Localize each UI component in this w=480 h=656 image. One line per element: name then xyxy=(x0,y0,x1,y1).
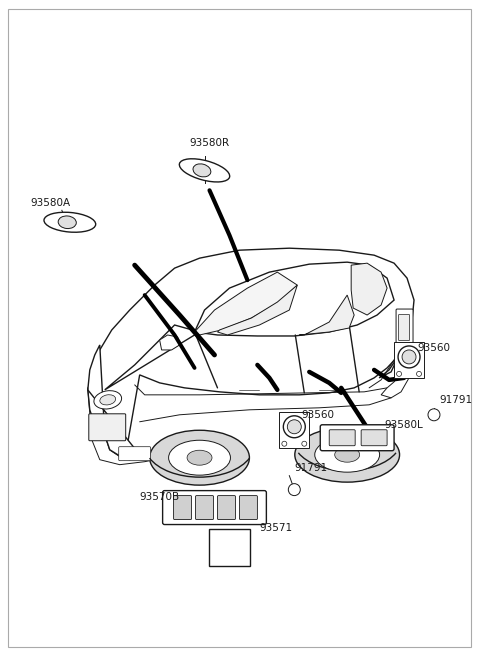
Ellipse shape xyxy=(283,416,305,438)
Ellipse shape xyxy=(193,164,211,177)
Polygon shape xyxy=(194,262,394,336)
FancyBboxPatch shape xyxy=(320,425,394,451)
Ellipse shape xyxy=(94,391,121,409)
Polygon shape xyxy=(217,285,297,335)
Ellipse shape xyxy=(44,213,96,232)
Polygon shape xyxy=(105,325,200,390)
FancyBboxPatch shape xyxy=(119,447,151,461)
Ellipse shape xyxy=(288,483,300,495)
FancyBboxPatch shape xyxy=(398,314,409,340)
Ellipse shape xyxy=(180,159,230,182)
Ellipse shape xyxy=(396,371,402,377)
Polygon shape xyxy=(381,345,414,398)
Ellipse shape xyxy=(402,350,416,364)
Polygon shape xyxy=(160,335,180,350)
FancyBboxPatch shape xyxy=(361,430,387,445)
Text: 93560: 93560 xyxy=(417,343,450,353)
Text: 93560: 93560 xyxy=(301,410,334,420)
Polygon shape xyxy=(88,248,414,460)
FancyBboxPatch shape xyxy=(174,495,192,520)
FancyBboxPatch shape xyxy=(240,495,257,520)
Bar xyxy=(394,342,424,378)
Ellipse shape xyxy=(398,346,420,368)
Text: 93571: 93571 xyxy=(259,523,292,533)
FancyBboxPatch shape xyxy=(396,309,413,346)
Polygon shape xyxy=(300,295,354,335)
Text: 93580R: 93580R xyxy=(190,138,229,148)
Ellipse shape xyxy=(288,420,301,434)
Bar xyxy=(279,412,309,447)
Text: 93570B: 93570B xyxy=(140,491,180,502)
Polygon shape xyxy=(379,320,412,378)
FancyBboxPatch shape xyxy=(217,495,236,520)
Ellipse shape xyxy=(428,409,440,420)
Ellipse shape xyxy=(315,438,380,472)
Text: 91791: 91791 xyxy=(294,462,327,473)
Ellipse shape xyxy=(100,395,116,405)
FancyBboxPatch shape xyxy=(195,495,214,520)
FancyBboxPatch shape xyxy=(89,414,126,441)
Text: 91791: 91791 xyxy=(439,395,472,405)
Polygon shape xyxy=(88,345,140,460)
Bar xyxy=(208,529,251,566)
Ellipse shape xyxy=(168,440,230,475)
Text: 93580A: 93580A xyxy=(30,198,70,209)
Ellipse shape xyxy=(335,447,360,462)
Ellipse shape xyxy=(187,450,212,465)
Polygon shape xyxy=(351,263,387,315)
FancyBboxPatch shape xyxy=(163,491,266,525)
Polygon shape xyxy=(194,272,297,335)
Ellipse shape xyxy=(58,216,76,228)
Ellipse shape xyxy=(282,441,287,446)
FancyBboxPatch shape xyxy=(329,430,355,445)
Ellipse shape xyxy=(150,430,250,485)
Text: 93580L: 93580L xyxy=(384,420,423,430)
Ellipse shape xyxy=(417,371,421,377)
Ellipse shape xyxy=(302,441,307,446)
Ellipse shape xyxy=(295,427,399,482)
